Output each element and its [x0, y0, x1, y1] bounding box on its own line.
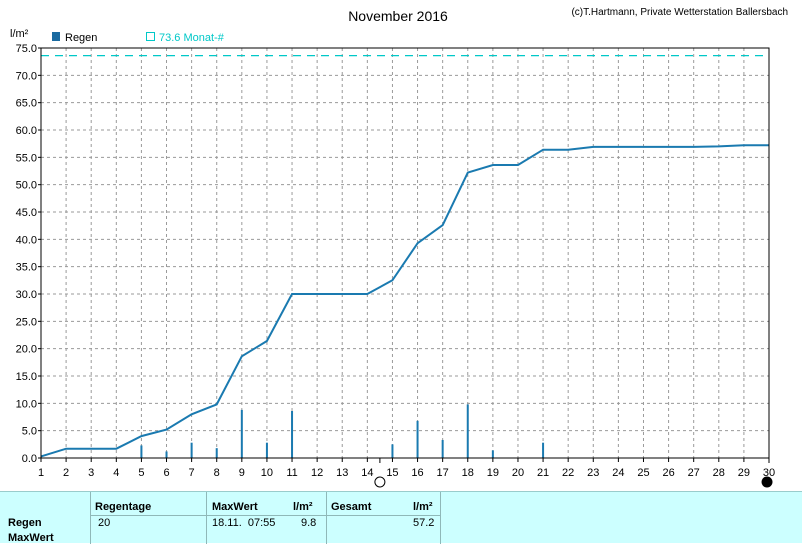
x-tick-label: 22	[562, 467, 574, 479]
y-tick-label: 65.0	[16, 98, 37, 110]
legend-monat-label: 73.6 Monat-#	[159, 32, 225, 44]
x-tick-label: 26	[662, 467, 674, 479]
header-unit-2: l/m²	[413, 501, 433, 513]
legend-monat-swatch	[146, 32, 155, 41]
x-tick-label: 11	[286, 467, 297, 479]
header-gesamt: Gesamt	[331, 501, 372, 513]
cumulative-line-group	[40, 144, 769, 458]
header-unit-1: l/m²	[293, 501, 313, 513]
x-tick-label: 19	[487, 467, 499, 479]
y-tick-label: 10.0	[16, 398, 37, 410]
x-tick-label: 16	[411, 467, 423, 479]
y-tick-label: 5.0	[22, 426, 37, 438]
y-tick-label: 60.0	[16, 125, 37, 137]
daily-bars	[140, 404, 545, 458]
x-tick-label: 6	[163, 467, 169, 479]
y-tick-label: 55.0	[16, 152, 37, 164]
x-tick-label: 29	[738, 467, 750, 479]
chart-title: November 2016	[348, 8, 448, 24]
markers	[374, 458, 773, 488]
y-tick-label: 15.0	[16, 371, 37, 383]
x-tick-label: 20	[512, 467, 524, 479]
x-tick-label: 3	[88, 467, 94, 479]
y-tick-label: 30.0	[16, 289, 37, 301]
y-tick-label: 45.0	[16, 207, 37, 219]
x-tick-label: 14	[361, 467, 373, 479]
x-tick-label: 5	[138, 467, 144, 479]
rain-chart: November 2016 (c)T.Hartmann, Private Wet…	[10, 7, 788, 488]
plot-frame	[40, 47, 770, 459]
x-tick-label: 10	[261, 467, 273, 479]
moon-filled-circle-icon	[761, 476, 773, 488]
value-gesamt: 57.2	[413, 517, 435, 529]
value-regentage: 20	[98, 517, 111, 529]
x-tick-label: 21	[537, 467, 549, 479]
y-tick-labels: 0.0 5.0 10.0 15.0 20.0 25.0 30.0 35.0 40.0 45.0 50…	[16, 43, 37, 465]
x-tick-label: 18	[462, 467, 474, 479]
x-tick-label: 1	[38, 467, 44, 479]
y-tick-label: 40.0	[16, 234, 37, 246]
x-tick-label: 17	[437, 467, 449, 479]
x-tick-label: 27	[688, 467, 700, 479]
header-maxwert: MaxWert	[212, 501, 258, 513]
axes	[38, 47, 770, 462]
x-tick-label: 15	[386, 467, 398, 479]
x-tick-label: 30	[763, 467, 775, 479]
legend-regen-label: Regen	[65, 32, 97, 44]
chart-credit: (c)T.Hartmann, Private Wetterstation Bal…	[571, 7, 788, 18]
y-axis-label: l/m²	[10, 28, 29, 40]
header-regentage: Regentage	[95, 501, 152, 513]
y-tick-label: 25.0	[16, 316, 37, 328]
cumulative-line	[40, 144, 769, 458]
x-tick-label: 25	[637, 467, 649, 479]
x-tick-label: 2	[63, 467, 69, 479]
legend-regen-swatch	[52, 32, 60, 41]
legend: Regen 73.6 Monat-#	[52, 32, 225, 44]
y-tick-label: 70.0	[16, 70, 37, 82]
y-tick-label: 50.0	[16, 180, 37, 192]
summary-panel: Regentage MaxWert l/m² Gesamt l/m² Regen…	[0, 491, 802, 544]
y-tick-label: 35.0	[16, 262, 37, 274]
x-tick-label: 13	[336, 467, 348, 479]
x-tick-label: 28	[713, 467, 725, 479]
x-tick-label: 24	[612, 467, 624, 479]
value-maxwert: 9.8	[301, 517, 317, 529]
y-tick-label: 75.0	[16, 43, 37, 55]
x-tick-label: 9	[239, 467, 245, 479]
row-label-maxwert: MaxWert	[8, 532, 54, 544]
grid	[41, 48, 769, 458]
y-tick-label: 0.0	[22, 453, 37, 465]
x-tick-label: 12	[311, 467, 323, 479]
x-tick-label: 4	[113, 467, 119, 479]
x-tick-labels: 1 2 3 4 5 6 7 8 9 10 11 12 13 14 15 16 17 18 19 20 21 22 23 24 2…	[38, 467, 775, 479]
moon-open-circle-icon	[374, 476, 386, 488]
x-tick-label: 23	[587, 467, 599, 479]
x-tick-label: 8	[214, 467, 220, 479]
x-tick-label: 7	[189, 467, 195, 479]
value-maxwert-time: 18.11. 07:55	[212, 517, 276, 529]
y-tick-label: 20.0	[16, 344, 37, 356]
row-label-regen: Regen	[8, 517, 42, 529]
